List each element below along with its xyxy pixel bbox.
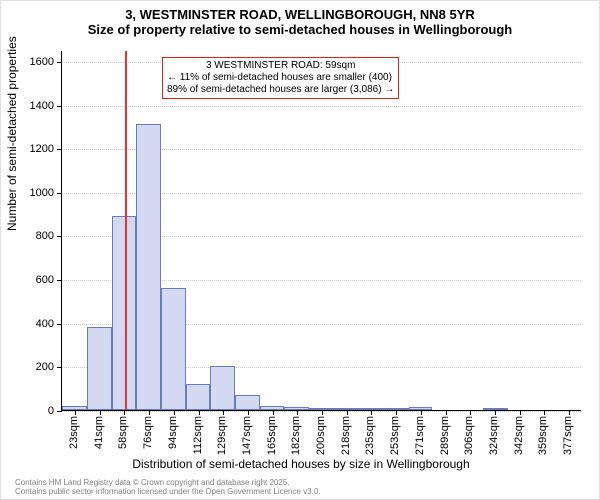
y-tick-label: 1600 [14,56,54,68]
reference-line [125,51,127,410]
gridline [62,106,581,107]
x-tick-label: 253sqm [389,416,401,455]
y-tick-label: 0 [14,405,54,417]
x-tick-label: 147sqm [241,416,253,455]
x-tick-label: 359sqm [537,416,549,455]
y-tick-mark [57,106,62,107]
attribution-line: Contains public sector information licen… [15,488,321,497]
x-tick-label: 165sqm [266,416,278,455]
x-tick-mark [495,410,496,415]
histogram-bar [186,384,210,410]
x-tick-label: 306sqm [463,416,475,455]
chart-title-main: 3, WESTMINSTER ROAD, WELLINGBOROUGH, NN8… [1,7,599,22]
x-tick-label: 76sqm [142,416,154,449]
y-tick-mark [57,280,62,281]
chart-title-sub: Size of property relative to semi-detach… [1,22,599,37]
histogram-bar [136,124,161,410]
x-tick-label: 289sqm [439,416,451,455]
y-tick-mark [57,193,62,194]
x-tick-mark [124,410,125,415]
x-tick-mark [446,410,447,415]
x-tick-label: 112sqm [192,416,204,454]
x-tick-mark [149,410,150,415]
x-tick-label: 324sqm [488,416,500,455]
y-tick-label: 800 [14,230,54,242]
y-tick-label: 1400 [14,100,54,112]
y-tick-label: 600 [14,274,54,286]
y-tick-label: 1000 [14,187,54,199]
x-tick-label: 271sqm [414,416,426,455]
x-tick-mark [396,410,397,415]
x-tick-mark [248,410,249,415]
x-tick-mark [199,410,200,415]
attribution-text: Contains HM Land Registry data © Crown c… [15,479,321,497]
x-tick-label: 23sqm [68,416,80,449]
histogram-bar [235,395,260,410]
x-tick-mark [569,410,570,415]
x-tick-label: 342sqm [513,416,525,455]
x-tick-mark [273,410,274,415]
x-tick-label: 41sqm [93,416,105,449]
annotation-line: 3 WESTMINSTER ROAD: 59sqm [167,60,394,72]
x-tick-mark [371,410,372,415]
y-tick-mark [57,149,62,150]
histogram-bar [210,366,235,410]
annotation-line: ← 11% of semi-detached houses are smalle… [167,72,394,84]
x-tick-mark [297,410,298,415]
y-tick-mark [57,236,62,237]
y-tick-label: 1200 [14,143,54,155]
y-tick-label: 200 [14,361,54,373]
property-size-histogram: 3, WESTMINSTER ROAD, WELLINGBOROUGH, NN8… [0,0,600,500]
x-tick-mark [520,410,521,415]
x-tick-label: 94sqm [167,416,179,449]
x-tick-label: 218sqm [340,416,352,455]
x-axis-label: Distribution of semi-detached houses by … [1,457,600,471]
x-tick-mark [174,410,175,415]
y-tick-mark [57,411,62,412]
y-tick-mark [57,324,62,325]
y-tick-label: 400 [14,318,54,330]
x-tick-mark [544,410,545,415]
x-tick-label: 182sqm [290,416,302,455]
x-tick-mark [75,410,76,415]
x-tick-mark [100,410,101,415]
reference-annotation-box: 3 WESTMINSTER ROAD: 59sqm← 11% of semi-d… [162,57,399,99]
x-tick-mark [322,410,323,415]
y-tick-mark [57,367,62,368]
x-tick-label: 129sqm [216,416,228,455]
x-tick-label: 200sqm [315,416,327,455]
x-tick-mark [223,410,224,415]
histogram-bar [87,327,112,410]
y-tick-mark [57,62,62,63]
x-tick-label: 377sqm [562,416,574,455]
x-tick-mark [470,410,471,415]
annotation-line: 89% of semi-detached houses are larger (… [167,84,394,96]
histogram-bar [161,288,186,410]
x-tick-mark [421,410,422,415]
x-tick-label: 235sqm [364,416,376,455]
plot-area: 3 WESTMINSTER ROAD: 59sqm← 11% of semi-d… [61,51,581,411]
x-tick-mark [347,410,348,415]
x-tick-label: 58sqm [117,416,129,449]
